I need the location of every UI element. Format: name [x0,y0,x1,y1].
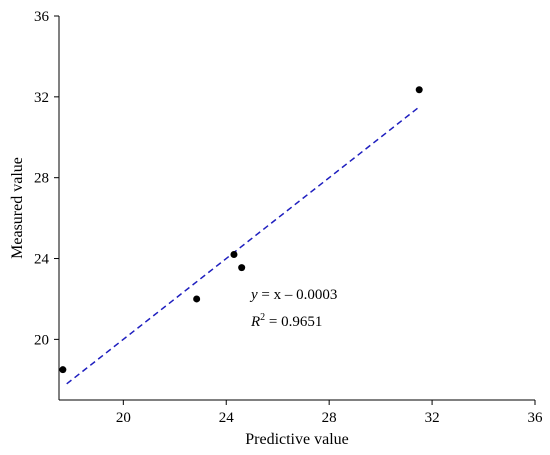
x-tick-label: 24 [219,410,235,426]
data-points [59,86,423,374]
equation-y: y [249,287,258,303]
y-ticks: 20 24 28 32 36 [34,9,59,348]
x-axis-label: Predictive value [245,431,349,448]
y-tick-label: 28 [34,171,49,187]
x-tick-label: 32 [425,410,440,426]
y-tick-label: 36 [34,9,50,25]
equation-rest: = x – 0.0003 [258,287,338,303]
data-point [193,295,201,303]
r-squared: R2 = 0.9651 [250,312,322,330]
y-tick-label: 20 [34,332,49,348]
data-point [59,366,67,374]
x-tick-label: 28 [322,410,337,426]
x-ticks: 20 24 28 32 36 [116,400,543,426]
y-tick-label: 24 [34,252,50,268]
y-axis-label: Measured value [9,157,26,259]
x-tick-label: 36 [528,410,544,426]
r2-value: = 0.9651 [265,314,322,330]
data-point [238,264,246,272]
data-point [230,250,238,258]
r2-exponent: 2 [260,312,265,323]
x-tick-label: 20 [116,410,131,426]
y-tick-label: 32 [34,90,49,106]
axes [58,16,535,401]
fit-line [66,106,420,385]
fit-equation: y = x – 0.0003 [249,287,337,303]
r2-letter: R [250,314,260,330]
data-point [415,86,423,94]
